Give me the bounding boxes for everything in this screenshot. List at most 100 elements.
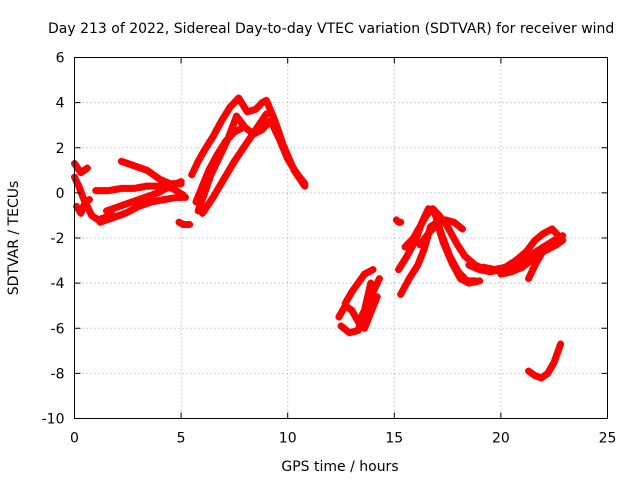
data-point-marker [150, 190, 158, 198]
data-point-marker [415, 258, 423, 266]
data-point-marker [189, 167, 197, 175]
data-point-marker [216, 120, 224, 128]
data-point-marker [103, 207, 110, 215]
ticks: 0 5 10 15 20 25 -10 -8 -6 -4 -2 0 2 4 6 [42, 51, 617, 447]
data-point-marker [397, 290, 405, 298]
data-point-marker [445, 252, 453, 260]
data-point-marker [369, 302, 377, 310]
data-point-marker [85, 196, 93, 204]
data-point-marker [200, 179, 208, 187]
data-point-marker [214, 123, 222, 131]
data-point-marker [122, 200, 130, 208]
data-point-marker [191, 164, 199, 172]
data-point-marker [483, 264, 491, 272]
data-point-marker [289, 163, 297, 171]
x-tick-label: 10 [279, 431, 297, 447]
data-point-marker [174, 179, 181, 187]
data-point-marker [455, 272, 463, 279]
data-point-marker [372, 281, 380, 289]
data-point-marker [83, 164, 91, 172]
data-point-marker [367, 292, 375, 299]
data-point-marker [555, 344, 563, 352]
data-point-marker [177, 178, 185, 186]
data-point-marker [301, 182, 309, 190]
data-point-marker [449, 232, 457, 240]
data-point-marker [526, 271, 534, 279]
series-seg-g1 [525, 340, 565, 382]
y-tick-label: 4 [56, 96, 65, 112]
data-point-marker [86, 208, 94, 216]
data-point-marker [368, 305, 376, 313]
data-point-marker [193, 195, 201, 203]
data-point-marker [124, 160, 132, 167]
data-point-marker [188, 171, 196, 179]
data-point-marker [437, 232, 445, 240]
data-point-marker [491, 266, 498, 274]
data-point-marker [201, 176, 209, 184]
data-point-marker [229, 122, 237, 130]
data-point-marker [450, 262, 458, 270]
series-band [416, 216, 466, 249]
chart-title: Day 213 of 2022, Sidereal Day-to-day VTE… [48, 21, 614, 37]
data-point-marker [131, 197, 139, 205]
data-point-marker [404, 278, 411, 286]
y-tick-label: -6 [51, 321, 65, 337]
data-point-marker [552, 355, 559, 362]
data-point-marker [504, 269, 512, 277]
data-point-marker [137, 164, 145, 172]
data-point-marker [128, 206, 136, 214]
data-point-marker [369, 288, 377, 296]
data-point-marker [218, 178, 226, 186]
data-point-marker [508, 268, 516, 276]
data-point-marker [448, 259, 456, 267]
data-point-marker [141, 193, 149, 201]
data-point-marker [397, 218, 405, 226]
data-point-marker [453, 268, 461, 276]
data-point-marker [208, 160, 216, 168]
data-point-marker [544, 241, 552, 249]
y-tick-label: 6 [56, 51, 65, 67]
data-point-marker [525, 275, 533, 283]
data-point-marker [354, 327, 362, 334]
data-point-marker [472, 264, 480, 272]
data-point-marker [99, 217, 107, 225]
data-point-marker [115, 202, 123, 210]
data-point-marker [144, 192, 152, 200]
data-point-marker [133, 163, 141, 171]
data-point-marker [112, 213, 120, 221]
data-point-marker [147, 191, 155, 199]
data-point-marker [511, 266, 519, 274]
series-seg-c5 [235, 94, 309, 190]
data-point-marker [501, 269, 508, 277]
data-point-marker [494, 265, 502, 273]
series-seg-d3 [341, 266, 377, 307]
data-point-marker [287, 159, 295, 167]
x-tick-label: 15 [385, 431, 403, 447]
data-point-marker [141, 200, 149, 208]
data-point-marker [192, 198, 200, 206]
data-point-marker [166, 182, 174, 190]
data-point-marker [225, 166, 233, 174]
data-point-marker [262, 110, 270, 118]
data-point-marker [197, 185, 205, 193]
data-point-marker [156, 175, 164, 183]
data-layer [71, 94, 567, 382]
data-point-marker [438, 235, 446, 243]
data-point-marker [106, 206, 114, 214]
series-seg-e5 [392, 216, 405, 226]
data-point-marker [193, 161, 201, 169]
data-point-marker [195, 192, 203, 200]
data-point-marker [439, 239, 447, 246]
data-point-marker [211, 190, 219, 198]
x-tick-label: 5 [177, 431, 186, 447]
data-point-marker [275, 127, 283, 135]
data-point-marker [157, 187, 165, 195]
data-point-marker [186, 221, 194, 228]
data-point-marker [205, 166, 213, 174]
data-point-marker [207, 163, 214, 171]
data-point-marker [528, 268, 536, 276]
data-point-marker [554, 347, 562, 355]
data-point-marker [140, 165, 148, 173]
data-point-marker [125, 199, 133, 207]
